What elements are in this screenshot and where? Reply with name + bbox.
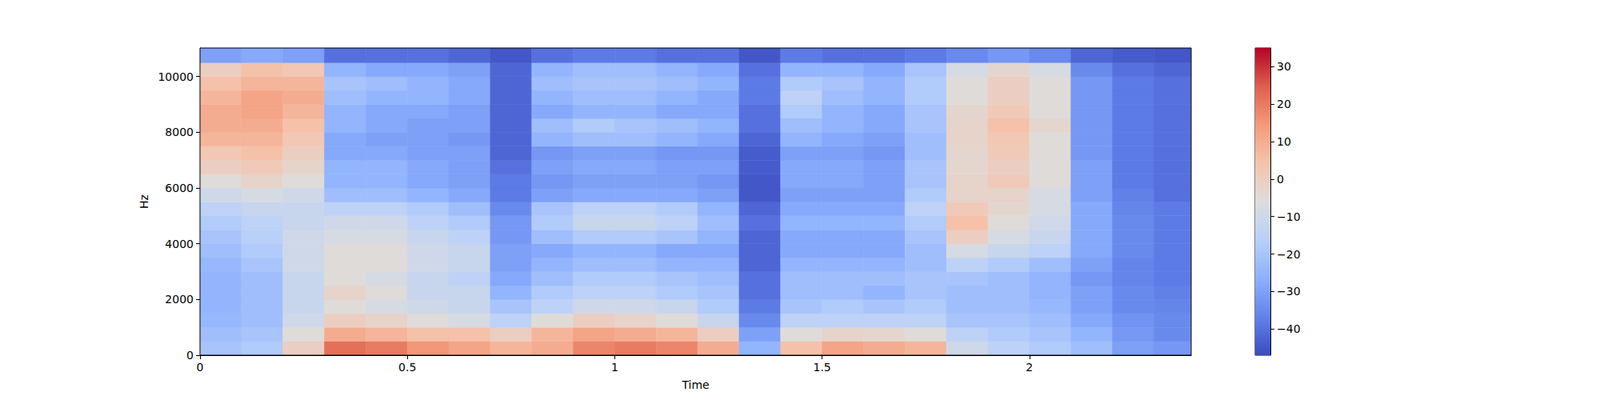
svg-text:1.5: 1.5 (812, 360, 831, 374)
svg-text:10: 10 (1276, 135, 1292, 148)
svg-text:Time: Time (680, 378, 709, 392)
svg-text:30: 30 (1276, 60, 1292, 73)
svg-text:Hz: Hz (137, 194, 151, 209)
svg-text:6000: 6000 (164, 181, 194, 195)
svg-text:−40: −40 (1276, 322, 1301, 336)
svg-text:−20: −20 (1276, 248, 1301, 261)
svg-text:10000: 10000 (157, 70, 194, 84)
svg-text:0.5: 0.5 (398, 360, 416, 374)
svg-text:0: 0 (1276, 172, 1284, 186)
svg-text:8000: 8000 (164, 125, 194, 139)
svg-text:4000: 4000 (164, 237, 194, 251)
svg-text:0: 0 (196, 360, 204, 374)
svg-text:0: 0 (186, 348, 194, 362)
svg-text:2: 2 (1025, 360, 1033, 374)
svg-text:20: 20 (1276, 97, 1292, 111)
svg-text:2000: 2000 (164, 292, 194, 306)
svg-text:1: 1 (611, 360, 619, 374)
svg-text:−30: −30 (1276, 284, 1301, 298)
svg-text:−10: −10 (1276, 210, 1301, 224)
